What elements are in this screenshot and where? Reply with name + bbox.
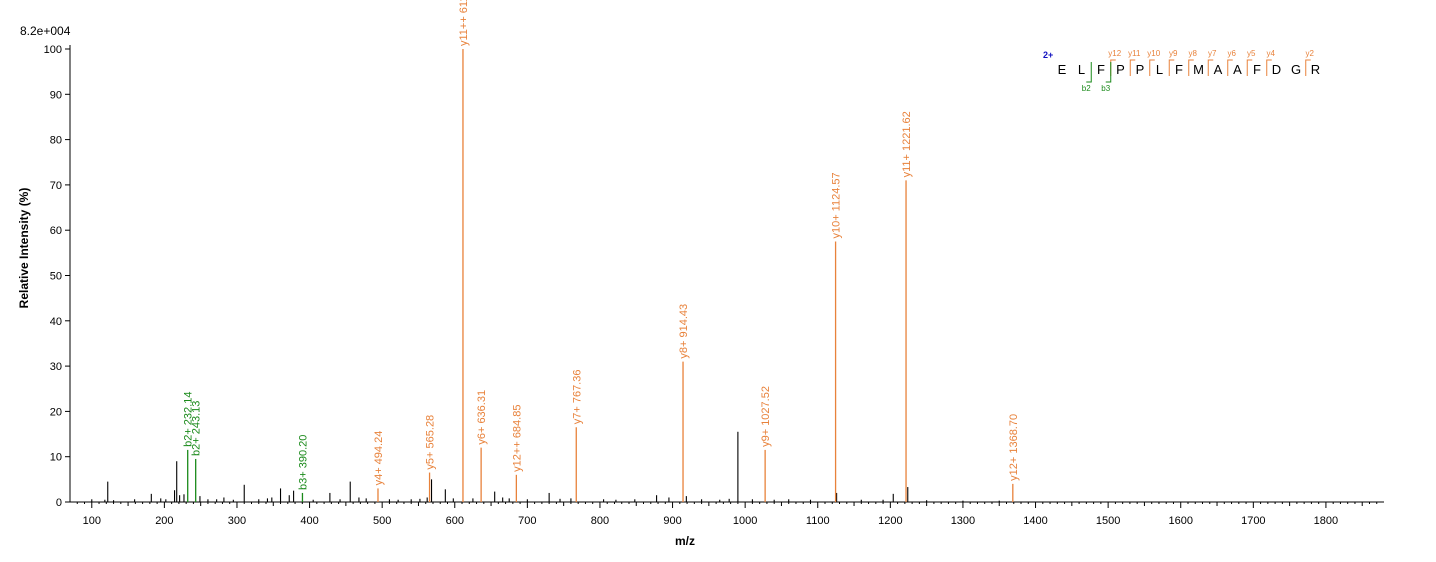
residue: F [1253, 62, 1261, 77]
peak-label: y6+ 636.31 [476, 390, 488, 445]
y-ion-bracket [1188, 59, 1194, 76]
x-tick-label: 600 [446, 515, 464, 527]
y-axis-title: Relative Intensity (%) [17, 188, 31, 309]
residue: A [1214, 62, 1223, 77]
y-ion-label: y11 [1128, 49, 1141, 58]
peak-label: y11+ 1221.62 [901, 111, 913, 177]
x-tick-label: 300 [228, 515, 246, 527]
x-tick-label: 1100 [806, 515, 830, 527]
peak-label: b3+ 390.20 [297, 435, 309, 490]
x-tick-label: 100 [83, 515, 101, 527]
b-ion-label: b3 [1101, 84, 1110, 93]
residue: D [1272, 62, 1281, 77]
y-ion-bracket [1305, 59, 1311, 76]
x-tick-label: 200 [155, 515, 173, 527]
x-tick-label: 400 [300, 515, 318, 527]
axes: 0 10 20 30 40 50 60 70 80 90 100 100 200 300 400 500 600… [44, 44, 1384, 527]
peak-label: y9+ 1027.52 [760, 386, 772, 447]
peak-label: y12++ 684.85 [511, 405, 523, 472]
y-ion-bracket [1207, 59, 1214, 76]
y-ion-label: y10 [1147, 49, 1160, 58]
residue: P [1116, 62, 1125, 77]
y-ion-label: y5 [1247, 49, 1256, 58]
x-tick-label: 1500 [1096, 515, 1120, 527]
peak-label: b2+ 232.14 [183, 392, 195, 447]
y-tick-label: 70 [50, 180, 62, 192]
peak-label: y7+ 767.36 [571, 370, 583, 425]
x-tick-label: 500 [373, 515, 391, 527]
y-ion-label: y6 [1228, 49, 1237, 58]
y-tick-label: 50 [50, 271, 62, 283]
peaks [91, 49, 1014, 502]
residue: L [1156, 62, 1163, 77]
b-ion-bracket [1105, 62, 1112, 83]
peak-label: b2+ 243.13 [191, 401, 203, 456]
y-ion-label: y2 [1306, 49, 1315, 58]
x-tick-label: 1400 [1023, 515, 1047, 527]
y-ion-label: y8 [1189, 49, 1198, 58]
x-tick-label: 1700 [1241, 515, 1265, 527]
b-ion-label: b2 [1082, 84, 1091, 93]
y-ion-label: y7 [1208, 49, 1217, 58]
y-ion-bracket [1129, 59, 1136, 76]
y-ion-label: y12 [1108, 49, 1121, 58]
x-tick-label: 1200 [878, 515, 902, 527]
residue: F [1097, 62, 1105, 77]
x-tick-label: 700 [518, 515, 536, 527]
residue: A [1233, 62, 1242, 77]
y-ion-bracket [1266, 59, 1272, 76]
peak-label: y5+ 565.28 [425, 415, 437, 470]
x-tick-label: 1600 [1168, 515, 1192, 527]
residue: P [1136, 62, 1145, 77]
y-ion-bracket [1149, 59, 1155, 76]
y-tick-label: 20 [50, 406, 62, 418]
peak-label: y10+ 1124.57 [831, 172, 843, 238]
y-tick-label: 100 [44, 44, 62, 56]
y-ion-bracket [1227, 59, 1233, 76]
peak-label: y12+ 1368.70 [1008, 414, 1020, 481]
y-tick-label: 80 [50, 135, 62, 147]
y-tick-label: 60 [50, 225, 62, 237]
peak-label: y8+ 914.43 [678, 304, 690, 359]
y-ion-bracket [1110, 59, 1116, 76]
x-axis-title: m/z [675, 534, 695, 548]
y-tick-label: 30 [50, 361, 62, 373]
residue: G [1291, 62, 1301, 77]
y-tick-label: 10 [50, 452, 62, 464]
x-tick-label: 1000 [733, 515, 757, 527]
y-tick-label: 40 [50, 316, 62, 328]
residue: M [1193, 62, 1204, 77]
y-ion-label: y4 [1267, 49, 1276, 58]
residue: R [1311, 62, 1320, 77]
x-tick-label: 1300 [951, 515, 975, 527]
x-tick-label: 900 [663, 515, 681, 527]
y-ion-bracket [1246, 59, 1253, 76]
y-tick-label: 0 [56, 497, 62, 509]
peak-label: y11++ 611.3 [458, 0, 470, 46]
residue: E [1058, 62, 1067, 77]
peak-label: y4+ 494.24 [373, 431, 385, 486]
x-tick-label: 800 [591, 515, 609, 527]
max-intensity-label: 8.2e+004 [20, 24, 71, 38]
b-ion-bracket [1086, 62, 1092, 83]
y-ion-label: y9 [1169, 49, 1178, 58]
y-tick-label: 90 [50, 89, 62, 101]
residue: L [1078, 62, 1085, 77]
charge-state: 2+ [1043, 50, 1053, 60]
x-tick-label: 1800 [1314, 515, 1338, 527]
residue: F [1175, 62, 1183, 77]
y-ion-bracket [1168, 59, 1175, 76]
